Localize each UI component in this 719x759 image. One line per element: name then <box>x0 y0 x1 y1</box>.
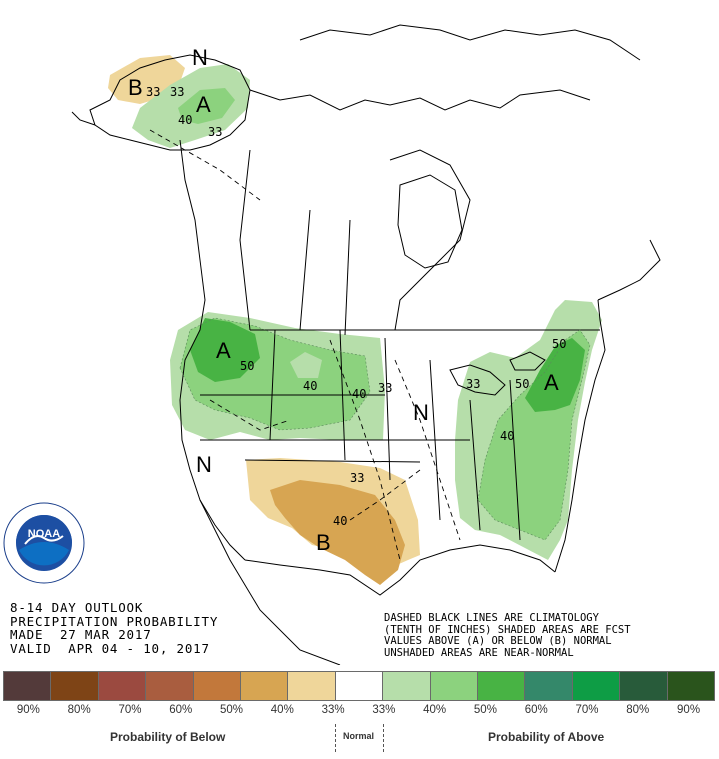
alaska-contour-33-a: 33 <box>146 85 160 99</box>
legend-swatch-1 <box>50 671 99 701</box>
northwest-above-letter: A <box>216 338 231 363</box>
note-line-3: VALUES ABOVE (A) OR BELOW (B) NORMAL <box>384 635 612 647</box>
note-line-4: UNSHADED AREAS ARE NEAR-NORMAL <box>384 646 574 659</box>
legend-tick-7: 33% <box>372 704 396 716</box>
south-below-letter: B <box>316 530 331 555</box>
southwest-normal-letter: N <box>196 452 212 477</box>
alaska-contour-33-b: 33 <box>170 85 184 99</box>
caption-valid-dates: VALID APR 04 - 10, 2017 <box>10 640 210 656</box>
legend-swatch-7 <box>334 671 384 701</box>
map-outlines <box>71 24 661 665</box>
legend-tick-8: 40% <box>423 704 447 716</box>
legend-swatch-12 <box>571 671 621 701</box>
legend-tick-9: 50% <box>473 704 497 716</box>
svg-text:NOAA: NOAA <box>28 528 60 540</box>
normal-divider-left <box>335 724 336 752</box>
above-probability-label: Probability of Above <box>488 730 605 744</box>
forecast-shading <box>108 55 602 585</box>
east-above-letter: A <box>544 370 559 395</box>
caption-title: 8-14 DAY OUTLOOK <box>10 600 144 615</box>
legend-tick-13: 90% <box>677 704 701 716</box>
outlook-map: B A N 33 33 40 33 A 50 40 40 33 N N 33 5… <box>71 24 661 665</box>
legend-swatch-14 <box>666 671 716 701</box>
east-contour-40: 40 <box>500 429 514 443</box>
caption-product: PRECIPITATION PROBABILITY <box>10 613 219 629</box>
legend-swatch-9 <box>429 671 479 701</box>
central-normal-letter: N <box>413 400 429 425</box>
alaska-normal-letter: N <box>192 45 208 70</box>
legend-tick-0: 90% <box>16 704 40 716</box>
contour-lines <box>179 317 591 541</box>
legend-tick-12: 80% <box>626 704 650 716</box>
plains-contour-40-b: 40 <box>352 387 366 401</box>
east-above-60-area <box>525 338 585 412</box>
probability-legend <box>3 671 716 701</box>
east-contour-33: 33 <box>466 377 480 391</box>
legend-tick-4: 50% <box>220 704 244 716</box>
legend-tick-10: 60% <box>524 704 548 716</box>
legend-tick-2: 70% <box>118 704 142 716</box>
map-labels: B A N 33 33 40 33 A 50 40 40 33 N N 33 5… <box>128 45 566 555</box>
legend-swatch-5 <box>240 671 289 701</box>
alaska-above-letter: A <box>196 92 211 117</box>
legend-swatch-2 <box>97 671 147 701</box>
legend-swatch-8 <box>382 671 431 701</box>
northeast-contour-50: 50 <box>552 337 566 351</box>
legend-ticks: 90% 80% 70% 60% 50% 40% 33% 33% 40% 50% 60% 70% 80% 9… <box>3 704 714 716</box>
legend-swatch-0 <box>3 671 52 701</box>
legend-tick-6: 33% <box>321 704 345 716</box>
west-above-33-island <box>290 352 322 378</box>
below-probability-label: Probability of Below <box>110 730 226 744</box>
east-contour-50: 50 <box>515 377 529 391</box>
note-line-2: (TENTH OF INCHES) SHADED AREAS ARE FCST <box>384 623 631 636</box>
south-contour-40: 40 <box>333 514 347 528</box>
northwest-contour-50: 50 <box>240 359 254 373</box>
legend-swatch-4 <box>192 671 242 701</box>
plains-contour-33: 33 <box>378 381 392 395</box>
legend-swatch-13 <box>619 671 668 701</box>
climatology-lines <box>149 129 461 561</box>
legend-tick-5: 40% <box>270 704 294 716</box>
normal-label: Normal <box>343 731 375 741</box>
note-line-1: DASHED BLACK LINES ARE CLIMATOLOGY <box>384 612 599 624</box>
caption-made-date: MADE 27 MAR 2017 <box>10 627 152 642</box>
outlook-caption: 8-14 DAY OUTLOOK PRECIPITATION PROBABILI… <box>10 601 310 655</box>
alaska-contour-40: 40 <box>178 113 192 127</box>
map-note: DASHED BLACK LINES ARE CLIMATOLOGY (TENT… <box>384 612 714 659</box>
south-contour-33: 33 <box>350 471 364 485</box>
west-above-50-area <box>190 318 260 382</box>
noaa-logo: NOAA <box>3 502 85 584</box>
legend-swatch-10 <box>477 671 526 701</box>
legend-tick-11: 70% <box>575 704 599 716</box>
normal-divider-right <box>383 724 384 752</box>
south-below-50-area <box>270 480 405 585</box>
legend-swatch-11 <box>524 671 573 701</box>
legend-tick-3: 60% <box>169 704 193 716</box>
legend-swatch-3 <box>145 671 194 701</box>
plains-contour-40-a: 40 <box>303 379 317 393</box>
legend-swatch-6 <box>287 671 336 701</box>
alaska-above-40-area <box>178 88 235 124</box>
legend-tick-1: 80% <box>67 704 91 716</box>
alaska-below-letter: B <box>128 75 143 100</box>
alaska-contour-33-c: 33 <box>208 125 222 139</box>
